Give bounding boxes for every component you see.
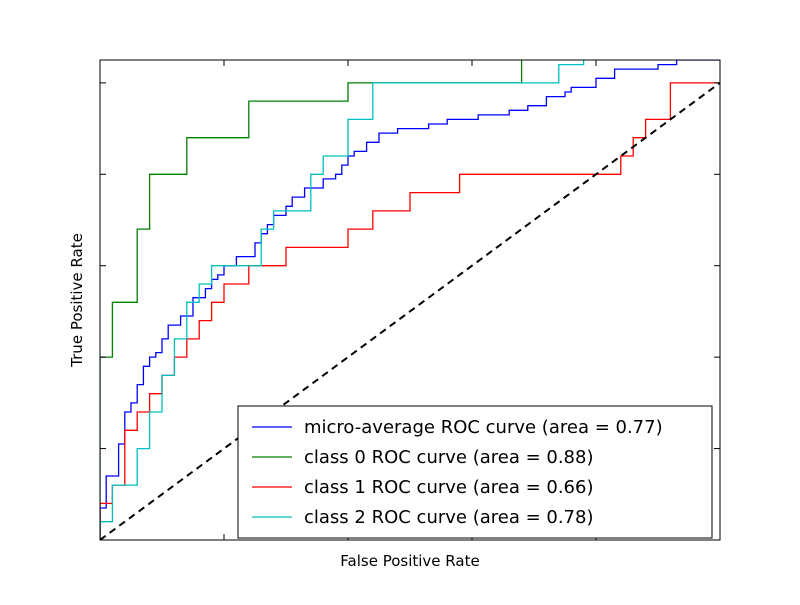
legend-label-1: class 0 ROC curve (area = 0.88) <box>304 447 594 468</box>
legend-label-0: micro-average ROC curve (area = 0.77) <box>304 417 663 438</box>
x-axis-label: False Positive Rate <box>340 552 479 570</box>
series-line-3 <box>100 60 585 540</box>
series-line-2 <box>100 82 720 540</box>
series-line-1 <box>100 60 523 540</box>
chance-line <box>100 82 720 540</box>
legend: micro-average ROC curve (area = 0.77) cla… <box>237 405 713 539</box>
series-line-0 <box>100 60 720 540</box>
legend-label-3: class 2 ROC curve (area = 0.78) <box>304 507 594 528</box>
legend-label-2: class 1 ROC curve (area = 0.66) <box>304 477 594 498</box>
y-axis-label: True Positive Rate <box>68 233 86 368</box>
plot-area <box>100 60 720 540</box>
axes-frame <box>99 59 721 541</box>
legend-box <box>237 405 713 539</box>
